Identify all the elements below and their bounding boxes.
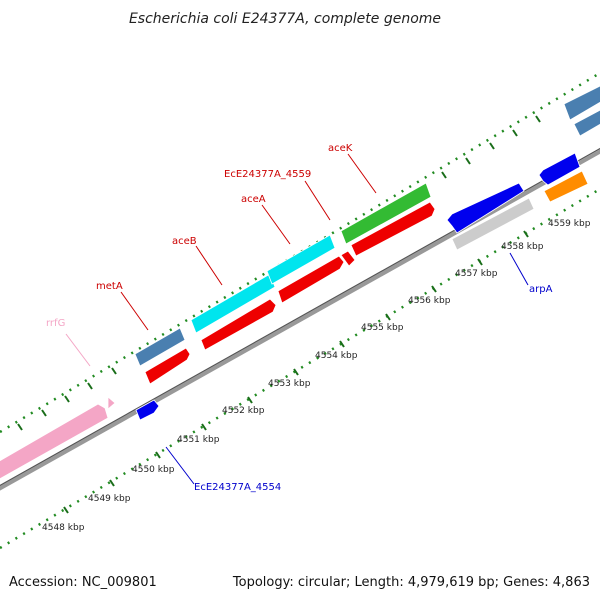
EcE24377A_4554-leader (165, 446, 195, 485)
tick-label-4559: 4559 kbp (548, 219, 591, 229)
EcE24377A_4554-gene (135, 399, 160, 421)
aceK-gene (340, 182, 432, 245)
aceB-cds (200, 298, 277, 351)
tick-label-4555: 4555 kbp (361, 323, 404, 333)
tick-label-4556: 4556 kbp (408, 296, 451, 306)
tick-label-4548: 4548 kbp (42, 523, 85, 533)
EcE24377A_4559-cds (340, 250, 356, 267)
aceK-cds (350, 201, 436, 257)
features (0, 85, 600, 480)
aceB-gene (190, 273, 276, 334)
aceB-leader (195, 245, 223, 286)
label-aceA: aceA (241, 194, 266, 205)
arpA-leader (509, 252, 529, 286)
label-EcE24377A_4554: EcE24377A_4554 (194, 482, 281, 493)
label-rrfG: rrfG (46, 318, 65, 329)
gene-labels: rrfG metA aceB aceA EcE24377A_4559 aceK … (46, 143, 553, 493)
rrfG-leader (65, 333, 91, 367)
accession-text: Accession: NC_009801 (9, 575, 157, 590)
aceK-leader (347, 153, 377, 194)
aceA-leader (261, 204, 291, 245)
label-arpA: arpA (529, 284, 553, 295)
map-title: Escherichia coli E24377A, complete genom… (129, 11, 441, 27)
steel-gene-edge-lower (573, 109, 600, 137)
orange-gene (543, 170, 589, 203)
leader-lines (65, 153, 529, 485)
EcE24377A_4559-leader (304, 180, 331, 221)
aceA-gene (266, 234, 336, 285)
rrna-small-feature (107, 396, 116, 410)
label-EcE24377A_4559: EcE24377A_4559 (224, 169, 311, 180)
metA-leader (120, 291, 149, 331)
tick-label-4553: 4553 kbp (268, 379, 311, 389)
lower-tick-marks (63, 230, 529, 514)
tick-label-4554: 4554 kbp (315, 351, 358, 361)
arpA-gene (451, 197, 535, 251)
genome-summary-text: Topology: circular; Length: 4,979,619 bp… (232, 575, 590, 590)
aceA-cds (277, 255, 345, 304)
tick-label-4557: 4557 kbp (455, 269, 498, 279)
label-aceK: aceK (328, 143, 353, 154)
blue-gene-b (538, 152, 581, 186)
rrna-feature (0, 403, 109, 480)
tick-labels: 4548 kbp 4549 kbp 4550 kbp 4551 kbp 4552… (42, 219, 591, 533)
metA-cds (144, 347, 191, 385)
steel-gene-edge (563, 85, 600, 121)
metA-gene (134, 327, 186, 367)
tick-label-4549: 4549 kbp (88, 494, 131, 504)
tick-label-4558: 4558 kbp (501, 242, 544, 252)
label-metA: metA (96, 281, 123, 292)
tick-label-4552: 4552 kbp (222, 406, 265, 416)
tick-label-4551: 4551 kbp (177, 435, 220, 445)
label-aceB: aceB (172, 236, 197, 247)
blue-gene-a (446, 182, 525, 234)
tick-label-4550: 4550 kbp (132, 465, 175, 475)
